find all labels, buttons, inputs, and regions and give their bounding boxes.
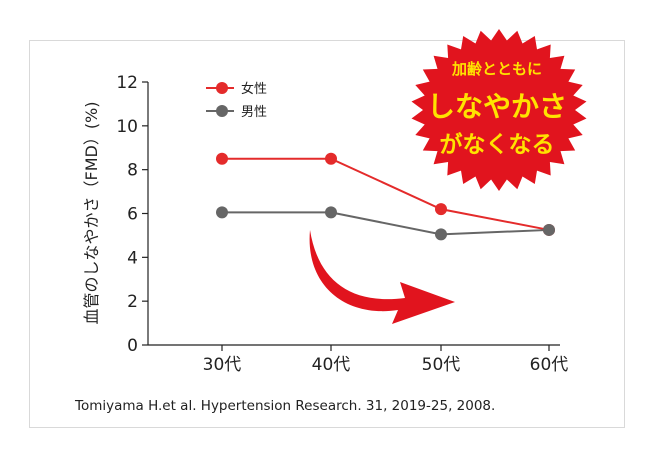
y-tick-label: 10 [116, 117, 138, 137]
badge-line-2: しなやかさ [427, 90, 567, 123]
y-axis-label: 血管のしなやかさ（FMD）(%) [82, 101, 101, 324]
data-point [325, 206, 337, 219]
y-tick-label: 12 [116, 73, 138, 93]
data-point [435, 228, 447, 241]
y-tick-label: 8 [127, 161, 138, 181]
badge-line-1: 加齢とともに [451, 60, 542, 78]
legend-marker [216, 105, 228, 117]
y-tick-label: 4 [127, 248, 138, 268]
series-line-0 [222, 157, 550, 231]
y-tick-label: 0 [127, 336, 138, 356]
x-tick-label: 50代 [422, 355, 461, 375]
starburst-badge-shape [411, 29, 587, 191]
series-group [216, 152, 555, 241]
legend-marker [216, 82, 228, 94]
legend-label: 男性 [241, 105, 267, 120]
y-tick-label: 2 [127, 292, 138, 312]
y-tick-label: 6 [127, 205, 138, 225]
downward-trend-arrow-icon [309, 230, 455, 324]
y-ticks: 0 2 4 6 8 10 12 [116, 73, 148, 356]
x-ticks: 30代 40代 50代 60代 [203, 345, 569, 375]
badge-line-3: がなくなる [440, 131, 555, 158]
callout-badge: 加齢とともに しなやかさ がなくなる [411, 29, 587, 191]
legend-label: 女性 [241, 81, 267, 97]
data-point [543, 223, 555, 236]
data-point [216, 206, 228, 219]
x-tick-label: 60代 [530, 355, 569, 375]
data-point [325, 152, 337, 165]
source-citation: Tomiyama H.et al. Hypertension Research.… [74, 398, 495, 414]
data-point [435, 203, 447, 216]
data-point [216, 152, 228, 165]
x-tick-label: 30代 [203, 355, 242, 375]
x-tick-label: 40代 [312, 355, 351, 375]
series-line-1 [222, 211, 550, 236]
